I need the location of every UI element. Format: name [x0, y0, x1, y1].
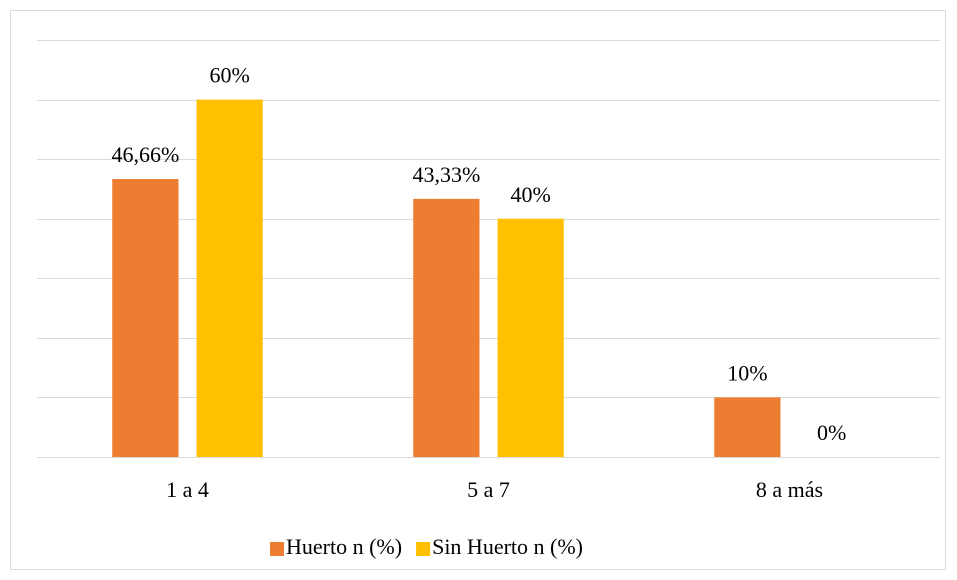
legend-label: Sin Huerto n (%): [432, 534, 583, 559]
legend-swatch: [270, 542, 284, 556]
x-tick-label: 8 a más: [756, 477, 823, 502]
data-label: 40%: [510, 182, 550, 207]
bar: [714, 397, 781, 457]
data-label: 46,66%: [111, 142, 179, 167]
data-label: 43,33%: [412, 162, 480, 187]
data-label: 0%: [817, 420, 846, 445]
bar: [413, 198, 480, 457]
data-label: 60%: [209, 63, 249, 88]
data-label: 10%: [727, 360, 767, 385]
legend-swatch: [416, 542, 431, 556]
bar: [497, 218, 564, 457]
x-tick-label: 1 a 4: [166, 477, 209, 502]
bar: [112, 179, 179, 457]
legend-label: Huerto n (%): [286, 534, 402, 559]
x-tick-label: 5 a 7: [467, 477, 510, 502]
bar: [196, 99, 263, 458]
